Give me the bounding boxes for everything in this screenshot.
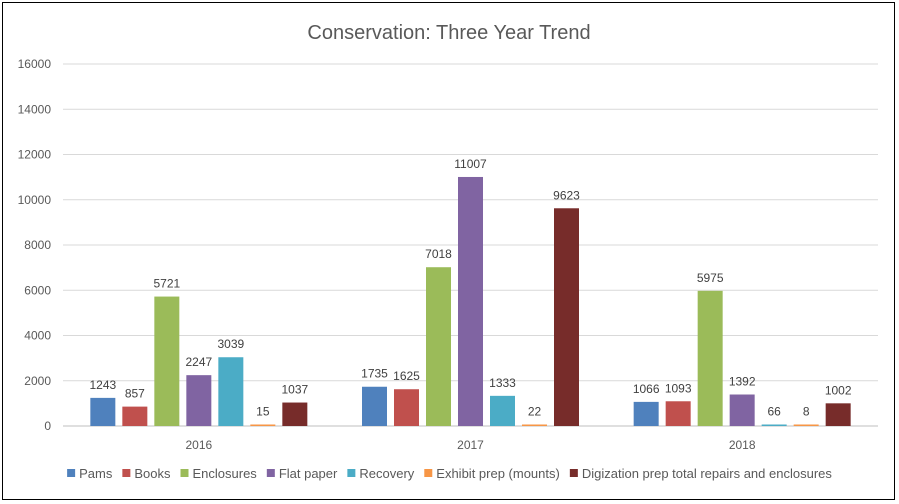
- bar: [122, 406, 148, 426]
- bar: [250, 424, 276, 426]
- data-label: 857: [125, 387, 145, 401]
- legend-label: Pams: [79, 466, 113, 481]
- data-label: 3039: [217, 337, 244, 351]
- data-label: 1625: [393, 369, 420, 383]
- legend-swatch: [347, 469, 356, 477]
- data-label: 1243: [89, 378, 116, 392]
- legend-swatch: [67, 469, 76, 477]
- data-label: 1735: [361, 367, 388, 381]
- legend-item: Enclosures: [180, 466, 258, 481]
- data-label: 5721: [153, 277, 180, 291]
- bar: [154, 296, 180, 426]
- y-axis-ticks: 0 2000 4000 6000 8000 10000 12000 14000 16000: [18, 57, 52, 433]
- bar: [522, 424, 547, 426]
- data-label: 66: [767, 405, 781, 419]
- data-label: 11007: [454, 157, 487, 171]
- x-tick-label: 2016: [185, 438, 212, 452]
- bar-chart: Conservation: Three Year Trend 0 2000 4000…: [18, 22, 878, 481]
- data-label: 1066: [633, 382, 660, 396]
- legend-label: Exhibit prep (mounts): [436, 466, 560, 481]
- legend-label: Flat paper: [279, 466, 338, 481]
- bar: [825, 403, 851, 426]
- data-label: 22: [528, 405, 542, 419]
- legend-item: Digization prep total repairs and enclos…: [569, 466, 833, 481]
- y-tick-label: 8000: [24, 238, 51, 252]
- bar: [394, 389, 419, 426]
- bar: [793, 424, 819, 426]
- legend-item: Recovery: [347, 466, 415, 481]
- bar: [490, 395, 515, 426]
- legend-item: Exhibit prep (mounts): [424, 466, 560, 481]
- legend-label: Digization prep total repairs and enclos…: [582, 466, 833, 481]
- data-label: 2247: [185, 355, 212, 369]
- data-label: 15: [256, 405, 270, 419]
- legend-item: Flat paper: [266, 466, 338, 481]
- bar: [282, 402, 308, 426]
- data-label: 1093: [665, 381, 692, 395]
- x-tick-label: 2018: [729, 438, 756, 452]
- bar: [218, 357, 244, 426]
- y-tick-label: 14000: [18, 102, 52, 116]
- bar: [665, 401, 691, 426]
- bar: [554, 208, 579, 426]
- data-label: 8: [803, 405, 810, 419]
- bar: [633, 401, 659, 426]
- legend: Pams Books Enclosures Flat paper Recovery Exh…: [67, 466, 832, 481]
- legend-swatch: [569, 469, 578, 477]
- data-label: 1002: [825, 383, 852, 397]
- data-label: 1333: [489, 376, 516, 390]
- data-label: 1392: [729, 375, 756, 389]
- y-tick-label: 0: [44, 419, 51, 433]
- legend-item: Books: [122, 466, 171, 481]
- legend-label: Books: [134, 466, 171, 481]
- y-tick-label: 4000: [24, 329, 51, 343]
- bar: [186, 375, 212, 426]
- bars: [90, 176, 851, 426]
- bar: [90, 397, 116, 426]
- x-axis-ticks: 2016 2017 2018: [185, 438, 755, 452]
- bar: [362, 386, 387, 426]
- legend-swatch: [180, 469, 189, 477]
- y-tick-label: 16000: [18, 57, 52, 71]
- bar: [729, 394, 755, 426]
- y-tick-label: 10000: [18, 193, 52, 207]
- data-label: 1037: [281, 383, 308, 397]
- bar: [761, 424, 787, 426]
- legend-swatch: [424, 469, 433, 477]
- data-label: 7018: [425, 247, 452, 261]
- legend-item: Pams: [67, 466, 113, 481]
- legend-swatch: [122, 469, 131, 477]
- data-label: 5975: [697, 271, 724, 285]
- chart-title: Conservation: Three Year Trend: [307, 22, 590, 44]
- y-tick-label: 6000: [24, 283, 51, 297]
- x-tick-label: 2017: [457, 438, 484, 452]
- legend-label: Recovery: [359, 466, 414, 481]
- bar: [697, 290, 723, 426]
- y-tick-label: 2000: [24, 374, 51, 388]
- legend-label: Enclosures: [193, 466, 258, 481]
- legend-swatch: [266, 469, 275, 477]
- y-tick-label: 12000: [18, 148, 52, 162]
- bar: [458, 176, 483, 426]
- data-labels: 1243 857 5721 2247 3039 15 1037 1735 1625 7018 110…: [89, 157, 851, 419]
- bar: [426, 267, 451, 426]
- data-label: 9623: [553, 188, 580, 202]
